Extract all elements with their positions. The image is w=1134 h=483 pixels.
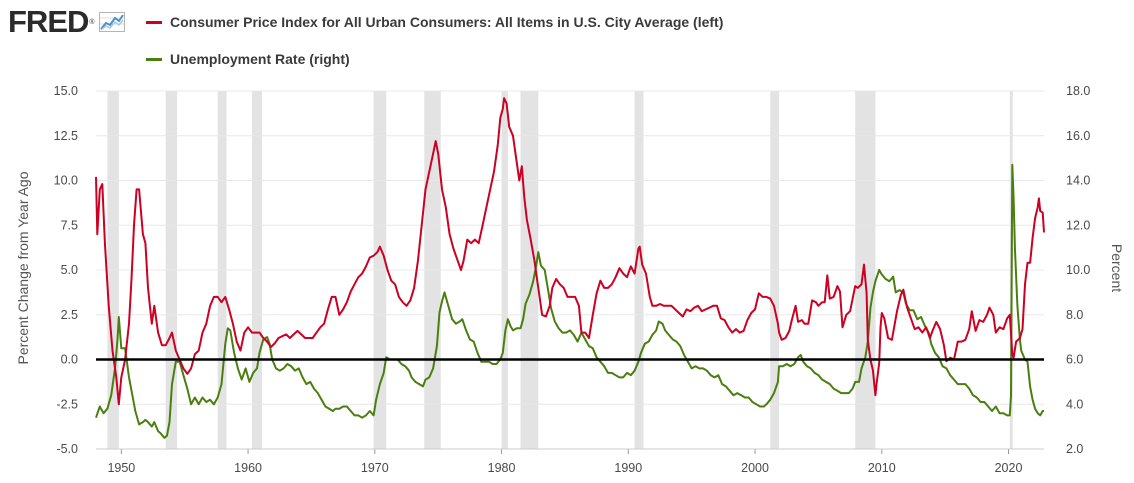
chart-header: FRED ® Consumer Price Index for All Urban… <box>0 0 1134 80</box>
x-tick-5: 1990 <box>614 461 642 475</box>
x-tick-3: 1970 <box>361 461 389 475</box>
y-tick-left-2: 12.5 <box>54 129 78 143</box>
x-tick-6: 2000 <box>741 461 769 475</box>
y-axis-title-left: Percent Change from Year Ago <box>15 171 31 364</box>
legend-item-unemployment[interactable]: Unemployment Rate (right) <box>146 51 350 67</box>
y-axis-title-right: Percent <box>1109 244 1125 292</box>
y-tick-right-8: 4.0 <box>1066 397 1083 411</box>
y-tick-left-1: 15.0 <box>54 84 78 98</box>
x-tick-7: 2010 <box>868 461 896 475</box>
fred-logo[interactable]: FRED ® <box>8 4 125 40</box>
legend-item-cpi[interactable]: Consumer Price Index for All Urban Consu… <box>146 14 723 30</box>
y-tick-right-1: 18.0 <box>1066 84 1090 98</box>
x-tick-8: 2020 <box>995 461 1023 475</box>
y-tick-right-9: 2.0 <box>1066 442 1083 456</box>
y-tick-left-4: 7.5 <box>61 218 78 232</box>
series-lines <box>95 97 1045 439</box>
gridlines <box>96 90 1044 450</box>
unemployment-rate-line <box>95 163 1044 439</box>
cpi-line <box>95 97 1045 406</box>
y-tick-right-6: 8.0 <box>1066 308 1083 322</box>
y-tick-left-5: 5.0 <box>61 263 78 277</box>
fred-logo-text: FRED <box>8 4 89 39</box>
x-tick-4: 1980 <box>488 461 516 475</box>
x-tick-2: 1960 <box>234 461 262 475</box>
fred-logo-registered-mark: ® <box>89 18 95 26</box>
y-tick-left-3: 10.0 <box>54 174 78 188</box>
legend-swatch-cpi <box>146 20 162 24</box>
fred-chart-icon <box>98 12 125 32</box>
y-tick-right-7: 6.0 <box>1066 353 1083 367</box>
axis-labels: 15.0 12.5 10.0 7.5 5.0 2.5 0.0 -2.5 -5.0 18.0 16.0… <box>54 84 1091 475</box>
x-tick-1: 1950 <box>107 461 135 475</box>
y-tick-right-5: 10.0 <box>1066 263 1090 277</box>
legend-label-cpi: Consumer Price Index for All Urban Consu… <box>170 14 724 30</box>
y-tick-left-6: 2.5 <box>61 308 78 322</box>
legend-swatch-unemployment <box>146 57 162 61</box>
y-tick-right-2: 16.0 <box>1066 129 1090 143</box>
y-tick-left-9: -5.0 <box>56 442 78 456</box>
y-tick-right-3: 14.0 <box>1066 174 1090 188</box>
legend-label-unemployment: Unemployment Rate (right) <box>170 51 350 67</box>
y-tick-left-7: 0.0 <box>61 353 78 367</box>
y-tick-left-8: -2.5 <box>56 397 78 411</box>
y-tick-right-4: 12.0 <box>1066 218 1090 232</box>
